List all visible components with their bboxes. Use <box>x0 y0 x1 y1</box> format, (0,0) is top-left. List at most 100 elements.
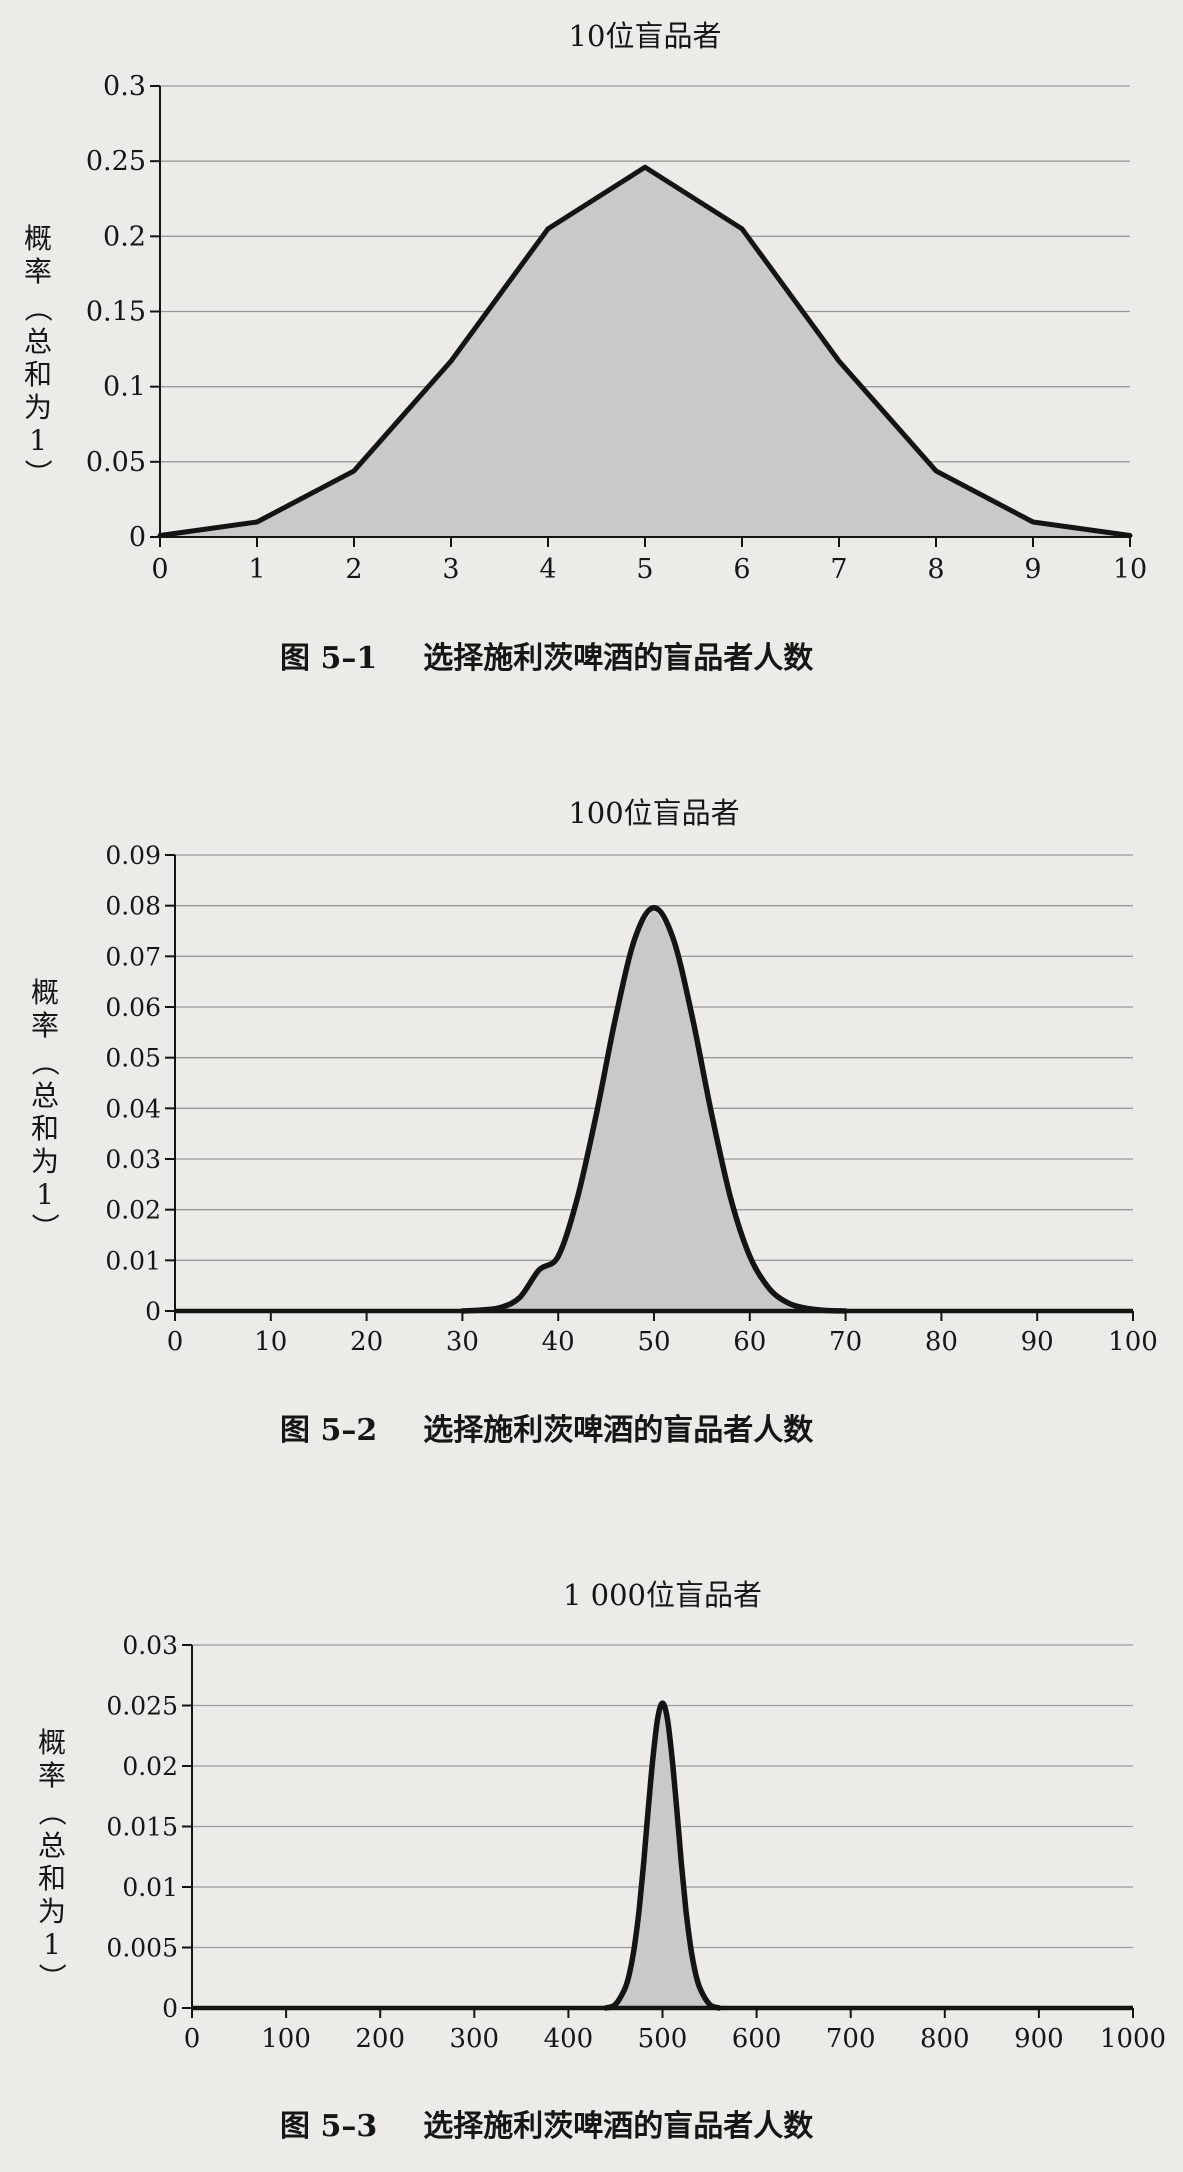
y-axis-label-char: 总 <box>38 1829 66 1862</box>
distribution-area <box>462 907 846 1311</box>
x-tick-label: 20 <box>350 1327 383 1357</box>
figure-caption: 图 5–1 选择施利茨啤酒的盲品者人数 <box>280 641 814 676</box>
y-axis-label-char: 率 <box>38 1759 66 1792</box>
x-tick-label: 5 <box>636 554 653 585</box>
x-tick-label: 90 <box>1021 1327 1054 1357</box>
y-tick-label: 0.2 <box>103 221 146 252</box>
y-tick-label: 0.1 <box>103 372 146 403</box>
x-tick-label: 100 <box>261 2024 311 2054</box>
x-tick-label: 40 <box>542 1327 575 1357</box>
x-tick-label: 1 <box>248 554 265 585</box>
y-axis-label-char: 和 <box>31 1112 59 1145</box>
y-axis-label-char: 总 <box>31 1079 59 1112</box>
x-tick-label: 300 <box>449 2024 499 2054</box>
distribution-area <box>160 167 1130 537</box>
y-tick-label: 0.15 <box>86 297 146 328</box>
x-tick-label: 9 <box>1024 554 1041 585</box>
figure-caption-text: 选择施利茨啤酒的盲品者人数 <box>423 2109 814 2144</box>
x-tick-label: 100 <box>1108 1327 1158 1357</box>
chart-title: 100位盲品者 <box>568 796 739 830</box>
x-tick-label: 60 <box>733 1327 766 1357</box>
figure-caption: 图 5–3 选择施利茨啤酒的盲品者人数 <box>280 2109 814 2144</box>
x-tick-label: 6 <box>733 554 750 585</box>
x-tick-label: 10 <box>1113 554 1147 585</box>
x-tick-label: 7 <box>830 554 847 585</box>
y-axis-label-char: 为 <box>38 1895 66 1928</box>
chart-2: 100位盲品者 0 0.01 0.02 0.03 0.04 0.05 0.06 0.07 0.08… <box>28 796 1158 1448</box>
chart-1: 10位盲品者 0 0.05 0.1 0.15 0.2 0.25 0.3 0 1 2 3 4 5 6 7 8 9 10… <box>21 19 1147 676</box>
y-tick-label: 0.3 <box>103 71 146 102</box>
figure-caption: 图 5–2 选择施利茨啤酒的盲品者人数 <box>280 1413 814 1448</box>
figure-number: 图 5–3 <box>280 2109 377 2144</box>
distribution-curve <box>603 1700 722 2011</box>
x-tick-label: 3 <box>442 554 459 585</box>
chart-title: 10位盲品者 <box>569 19 722 53</box>
x-tick-label: 900 <box>1014 2024 1064 2054</box>
y-axis-label-char: （ <box>28 1048 61 1076</box>
x-tick-label: 8 <box>927 554 944 585</box>
y-axis-label-char: 和 <box>24 358 52 391</box>
y-axis-label-char: 概 <box>24 222 52 255</box>
y-tick-label: 0.03 <box>105 1145 161 1174</box>
x-tick-label: 200 <box>355 2024 405 2054</box>
chart-title: 1 000位盲品者 <box>563 1578 762 1612</box>
y-axis-label-char: 总 <box>24 325 52 358</box>
y-axis-label-char: ） <box>35 1963 68 1991</box>
figure-caption-text: 选择施利茨啤酒的盲品者人数 <box>423 1413 814 1448</box>
y-tick-label: 0 <box>129 522 146 553</box>
y-axis-label-char: 1 <box>36 1178 54 1211</box>
y-tick-label: 0.01 <box>122 1873 178 1902</box>
chart-3: 1 000位盲品者 0 0.005 0.01 0.015 0.02 0.025 0.03 0 10… <box>35 1578 1166 2144</box>
y-axis-label-char: 1 <box>29 424 47 457</box>
figure-number: 图 5–1 <box>280 641 377 676</box>
y-axis-label-char: ） <box>21 459 54 487</box>
x-tick-label: 0 <box>167 1327 184 1357</box>
x-tick-label: 80 <box>925 1327 958 1357</box>
x-tick-label: 600 <box>732 2024 782 2054</box>
y-tick-label: 0.05 <box>86 447 146 478</box>
x-tick-label: 500 <box>638 2024 688 2054</box>
y-axis-label-char: （ <box>21 294 54 322</box>
y-axis-label-char: 率 <box>31 1009 59 1042</box>
y-tick-label: 0.08 <box>105 892 161 921</box>
y-tick-label: 0.02 <box>122 1752 178 1781</box>
x-tick-label: 30 <box>446 1327 479 1357</box>
x-tick-label: 800 <box>920 2024 970 2054</box>
y-tick-label: 0.01 <box>105 1246 161 1275</box>
y-tick-label: 0.05 <box>105 1044 161 1073</box>
y-axis-label-char: 为 <box>31 1145 59 1178</box>
x-tick-label: 0 <box>184 2024 201 2054</box>
y-tick-label: 0.25 <box>86 146 146 177</box>
distribution-curve <box>459 904 849 1314</box>
y-tick-label: 0.04 <box>105 1094 161 1123</box>
x-tick-label: 4 <box>539 554 556 585</box>
y-tick-label: 0.06 <box>105 993 161 1022</box>
y-axis-label-char: ） <box>28 1213 61 1241</box>
y-axis-label-char: 为 <box>24 391 52 424</box>
distribution-curve <box>157 164 1133 538</box>
x-tick-label: 70 <box>829 1327 862 1357</box>
x-tick-label: 400 <box>544 2024 594 2054</box>
y-tick-label: 0.015 <box>106 1813 178 1842</box>
x-tick-label: 1000 <box>1100 2024 1166 2054</box>
x-tick-label: 700 <box>826 2024 876 2054</box>
y-tick-label: 0.02 <box>105 1196 161 1225</box>
y-tick-label: 0 <box>162 1994 178 2023</box>
y-tick-label: 0.03 <box>122 1631 178 1660</box>
x-tick-label: 50 <box>637 1327 670 1357</box>
y-tick-label: 0.07 <box>105 942 161 971</box>
y-tick-label: 0.005 <box>106 1934 178 1963</box>
figure-caption-text: 选择施利茨啤酒的盲品者人数 <box>423 641 814 676</box>
y-axis-label-char: 概 <box>38 1726 66 1759</box>
y-tick-label: 0 <box>145 1297 161 1326</box>
y-axis-label-char: 和 <box>38 1862 66 1895</box>
x-tick-label: 2 <box>345 554 362 585</box>
y-axis-label-char: 1 <box>43 1928 61 1961</box>
y-axis-label-char: （ <box>35 1798 68 1826</box>
y-axis-label-char: 概 <box>31 976 59 1009</box>
y-axis-label-char: 率 <box>24 255 52 288</box>
distribution-area <box>606 1703 719 2008</box>
figure-number: 图 5–2 <box>280 1413 377 1448</box>
x-tick-label: 0 <box>151 554 168 585</box>
